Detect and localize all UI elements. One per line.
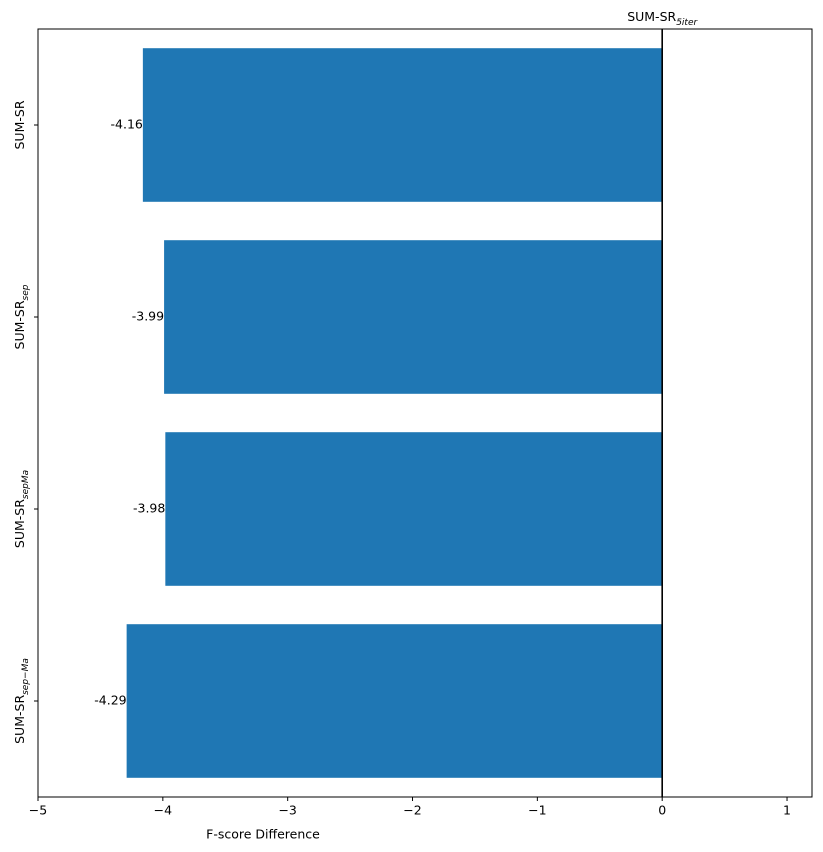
value-label: -4.16 xyxy=(111,117,143,132)
y-tick-label: SUM-SRsepMa xyxy=(12,470,31,548)
y-tick-label-part: sepMa xyxy=(21,470,31,499)
reference-label: SUM-SR5iter xyxy=(627,9,698,28)
bar xyxy=(165,432,663,586)
x-tick-label: 1 xyxy=(783,803,791,818)
x-tick-label: −4 xyxy=(154,803,172,818)
x-axis-label: F-score Difference xyxy=(206,827,320,842)
plot-frame xyxy=(37,28,813,798)
y-tick-label-part: SUM-SR xyxy=(12,100,27,149)
x-tick-label: −2 xyxy=(403,803,421,818)
value-label: -4.29 xyxy=(94,693,126,708)
y-tick-label-part: SUM-SR xyxy=(12,499,27,548)
value-label: -3.98 xyxy=(133,501,165,516)
y-tick-label-part: SUM-SR xyxy=(12,300,27,349)
y-tick-label-part: sep xyxy=(21,284,31,300)
bar xyxy=(164,240,663,394)
y-tick-label: SUM-SRsep−Ma xyxy=(12,658,31,744)
x-tick-label: −3 xyxy=(278,803,296,818)
y-tick-label-part: sep−Ma xyxy=(21,658,31,695)
y-tick-label-part: SUM-SR xyxy=(12,695,27,744)
bar xyxy=(126,624,663,778)
reference-label-part: 5iter xyxy=(676,18,698,28)
x-tick-label: −1 xyxy=(528,803,546,818)
bar xyxy=(142,48,663,202)
x-tick-label: −5 xyxy=(29,803,47,818)
y-tick-label: SUM-SRsep xyxy=(12,284,31,349)
value-label: -3.99 xyxy=(132,309,164,324)
y-tick-label: SUM-SR xyxy=(12,100,27,149)
x-tick-label: 0 xyxy=(658,803,666,818)
reference-label-part: SUM-SR xyxy=(627,9,676,24)
